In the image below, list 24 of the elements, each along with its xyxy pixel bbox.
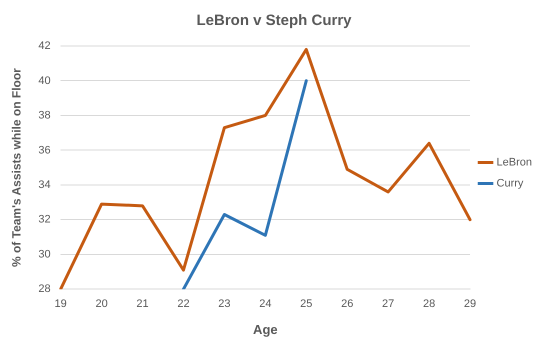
legend-label: LeBron bbox=[496, 156, 532, 169]
x-tick-label: 19 bbox=[54, 298, 67, 310]
y-tick-label: 32 bbox=[38, 214, 51, 226]
x-tick-label: 29 bbox=[464, 298, 476, 310]
legend-label: Curry bbox=[496, 178, 524, 190]
y-tick-label: 36 bbox=[38, 144, 51, 156]
x-tick-label: 25 bbox=[300, 298, 312, 310]
x-tick-label: 22 bbox=[177, 298, 190, 310]
x-tick-label: 24 bbox=[259, 298, 272, 310]
y-tick-label: 34 bbox=[38, 179, 51, 192]
x-tick-label: 27 bbox=[382, 298, 394, 310]
y-tick-label: 42 bbox=[38, 40, 51, 52]
chart-title: LeBron v Steph Curry bbox=[196, 12, 352, 30]
y-axis-title: % of Team's Assists while on Floor bbox=[10, 68, 24, 268]
x-tick-label: 21 bbox=[136, 298, 149, 310]
x-tick-label: 28 bbox=[422, 298, 436, 310]
y-tick-label: 28 bbox=[38, 283, 51, 296]
x-tick-label: 26 bbox=[341, 298, 354, 310]
x-tick-label: 23 bbox=[218, 298, 231, 310]
y-tick-label: 40 bbox=[38, 74, 51, 87]
y-tick-label: 38 bbox=[38, 110, 51, 122]
x-axis-title: Age bbox=[253, 322, 278, 337]
y-tick-label: 30 bbox=[38, 248, 51, 260]
x-tick-label: 20 bbox=[95, 298, 108, 310]
